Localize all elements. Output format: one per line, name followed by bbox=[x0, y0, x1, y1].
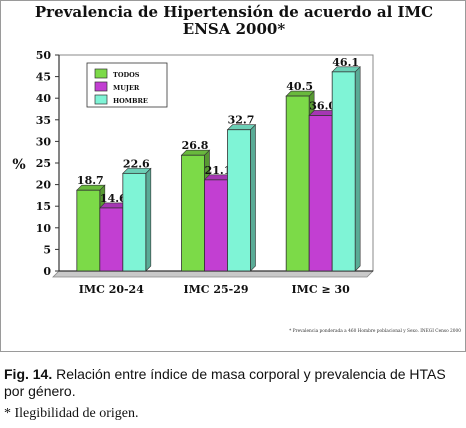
bar-todos bbox=[76, 189, 101, 272]
bar-hombre bbox=[331, 71, 356, 272]
legend-swatch-hombre bbox=[94, 94, 108, 105]
legend-label-todos: TODOS bbox=[113, 71, 140, 79]
legend-label-hombre: HOMBRE bbox=[113, 97, 148, 105]
y-tick-label: 10 bbox=[36, 222, 52, 235]
x-tick-label: IMC 25-29 bbox=[183, 283, 248, 296]
bar-hombre bbox=[227, 129, 251, 272]
y-tick-label: 40 bbox=[36, 92, 52, 105]
figure-caption-label: Fig. 14. bbox=[4, 366, 53, 382]
bar-todos bbox=[181, 154, 205, 272]
y-tick-label: 35 bbox=[36, 114, 51, 127]
data-label-mujer: 14.6 bbox=[100, 192, 127, 205]
x-tick-label: IMC 20-24 bbox=[79, 283, 144, 296]
y-tick-label: 0 bbox=[43, 265, 51, 278]
data-label-mujer: 21.1 bbox=[205, 164, 232, 177]
data-label-todos: 18.7 bbox=[77, 174, 104, 187]
bar-mujer bbox=[204, 179, 228, 272]
x-tick-label: IMC ≥ 30 bbox=[292, 283, 351, 296]
legend-swatch-mujer bbox=[94, 81, 108, 92]
bar-chart: 0 5 10 15 20 25 30 35 40 45 50% 18.7 14.6 22.6 IMC 20-… bbox=[12, 49, 374, 296]
data-label-todos: 40.5 bbox=[286, 80, 313, 93]
bar-side-hombre bbox=[145, 167, 152, 272]
bar-todos bbox=[285, 95, 310, 272]
figure-panel: Prevalencia de Hipertensión de acuerdo a… bbox=[0, 0, 466, 352]
data-label-hombre: 46.1 bbox=[332, 56, 359, 69]
y-tick-label: 15 bbox=[36, 200, 51, 213]
y-tick-label: 50 bbox=[36, 49, 52, 62]
bar-hombre bbox=[122, 172, 147, 272]
data-label-mujer: 36.0 bbox=[309, 99, 336, 112]
y-tick-label: 45 bbox=[36, 71, 51, 84]
y-tick-label: 30 bbox=[36, 135, 52, 148]
data-label-todos: 26.8 bbox=[182, 139, 209, 152]
bar-mujer bbox=[308, 115, 333, 272]
illegibility-note: * Ilegibilidad de origen. bbox=[4, 406, 139, 421]
y-axis-label: % bbox=[12, 157, 25, 173]
chart-title-line-1: Prevalencia de Hipertensión de acuerdo a… bbox=[34, 3, 434, 21]
bar-side-hombre bbox=[250, 124, 256, 272]
plot-floor bbox=[52, 270, 374, 278]
data-label-hombre: 22.6 bbox=[123, 157, 150, 170]
legend-swatch-todos bbox=[94, 68, 108, 79]
y-tick-label: 25 bbox=[36, 157, 51, 170]
bar-mujer bbox=[99, 207, 124, 272]
legend-label-mujer: MUJER bbox=[113, 84, 140, 92]
figure-caption-text: Relación entre índice de masa corporal y… bbox=[4, 366, 446, 399]
data-label-hombre: 32.7 bbox=[228, 114, 255, 127]
y-tick-label: 20 bbox=[36, 179, 52, 192]
chart-title-line-2: ENSA 2000* bbox=[182, 20, 286, 38]
bar-side-hombre bbox=[354, 66, 361, 272]
chart-footnote: * Prevalencia ponderada a 460 Hombre pob… bbox=[289, 329, 461, 334]
y-tick-label: 5 bbox=[43, 243, 51, 256]
figure-caption: Fig. 14. Relación entre índice de masa c… bbox=[4, 366, 464, 400]
